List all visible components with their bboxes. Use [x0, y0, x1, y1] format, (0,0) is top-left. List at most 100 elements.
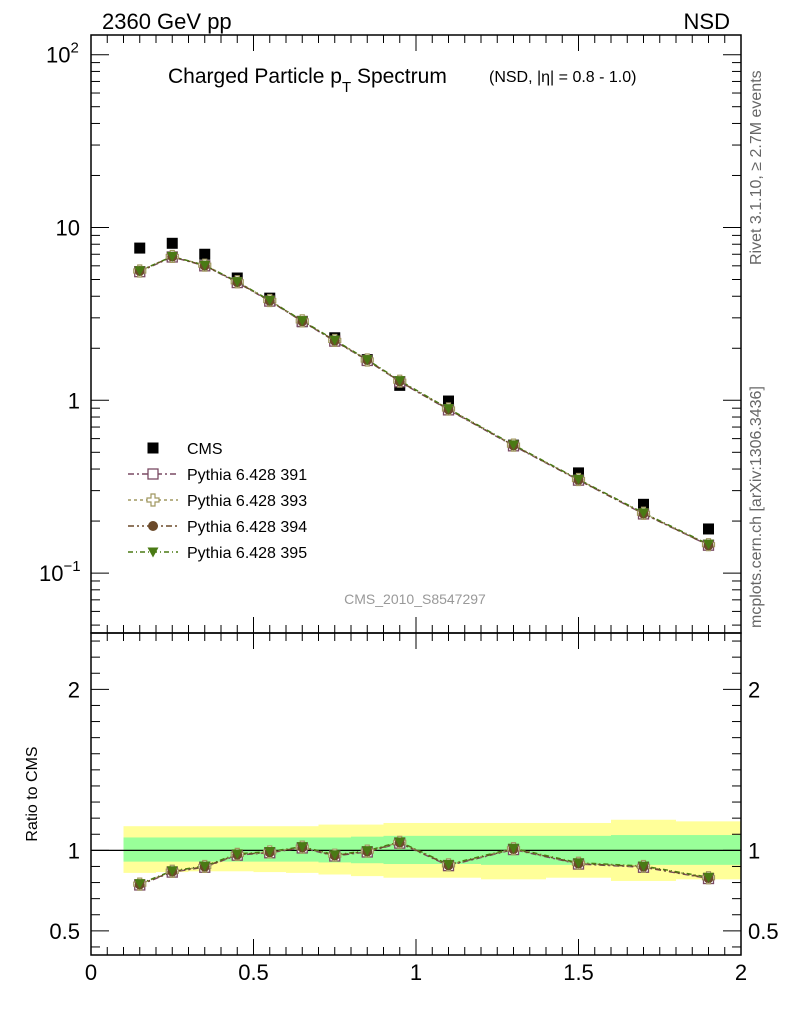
legend-marker-mark	[148, 521, 158, 531]
ratio-point	[329, 850, 341, 861]
chart-title-main: Charged Particle p	[168, 65, 342, 88]
ratio-x-tick-label: 0	[85, 960, 97, 985]
ratio-point	[703, 872, 714, 883]
pythia-point	[166, 251, 178, 262]
pythia-point	[638, 508, 649, 519]
header-left-label: 2360 GeV pp	[102, 9, 232, 34]
mcplots-label: mcplots.cern.ch [arXiv:1306.3436]	[748, 386, 765, 628]
ratio-panel-frame	[90, 632, 742, 956]
cms-data-point	[703, 523, 714, 535]
cms-data-point	[573, 467, 584, 479]
legend-marker-mark	[146, 493, 160, 507]
ratio-point-mark	[508, 843, 519, 854]
legend-label: Pythia 6.428 391	[187, 467, 307, 484]
ratio-x-tick-label: 1.5	[563, 960, 594, 985]
pythia-point	[231, 277, 243, 288]
pythia-point	[264, 295, 276, 306]
legend-marker	[148, 521, 158, 531]
cms-data-point-mark	[638, 498, 649, 510]
pythia-point-mark	[329, 335, 341, 346]
main-panel-frame	[90, 34, 742, 634]
pythia-point-mark	[703, 539, 714, 550]
pythia-point	[199, 260, 211, 271]
legend-label: Pythia 6.428 394	[187, 519, 307, 536]
main-series-layer	[133, 237, 716, 552]
analysis-id-label: CMS_2010_S8547297	[344, 591, 486, 607]
legend-marker	[147, 442, 159, 454]
pythia-point	[361, 355, 373, 366]
legend-marker	[147, 547, 159, 558]
cms-data-point-mark	[443, 395, 454, 407]
pythia-point	[329, 335, 341, 346]
pythia-point	[296, 316, 308, 327]
ratio-point	[231, 849, 243, 860]
ratio-y-tick-label: 1	[68, 838, 80, 863]
ratio-point-mark	[264, 846, 276, 857]
main-y-tick-label: 10−1	[39, 558, 81, 586]
pythia-point-mark	[296, 316, 308, 327]
ratio-band-green	[123, 837, 156, 862]
ratio-y-axis-label: Ratio to CMS	[24, 746, 41, 841]
ratio-y-tick-label: 0.5	[49, 919, 80, 944]
ratio-band-green	[156, 837, 189, 862]
main-y-tick-label-base: 10	[56, 215, 80, 240]
legend-marker-mark	[147, 442, 159, 454]
cms-data-point	[134, 242, 146, 254]
pythia-point-mark	[231, 277, 243, 288]
chart-title-subscript: T	[342, 79, 351, 96]
ratio-x-tick-label: 0.5	[238, 960, 269, 985]
pythia-point-mark	[508, 440, 519, 451]
pythia-point	[703, 539, 714, 550]
main-y-tick-label: 102	[46, 40, 79, 68]
ratio-point	[199, 861, 211, 872]
pythia-point-mark	[394, 376, 406, 387]
ratio-point	[264, 846, 276, 857]
ratio-y-tick-label-right: 0.5	[748, 919, 779, 944]
cms-data-point	[443, 395, 454, 407]
pythia-point-mark	[638, 508, 649, 519]
cms-data-point	[166, 237, 178, 249]
cms-data-point-mark	[199, 248, 211, 260]
chart-title: Charged Particle pT Spectrum	[168, 65, 447, 96]
ratio-y-tick-labels: 0.5 0.5 1 1 2 2	[49, 677, 778, 944]
pythia-point-mark	[361, 355, 373, 366]
pythia-point-mark	[264, 295, 276, 306]
rivet-version-label: Rivet 3.1.10, ≥ 2.7M events	[748, 70, 765, 265]
legend: CMS Pythia 6.428 391 Pythia 6.428 393 Pythi…	[128, 441, 307, 562]
main-series-line	[139, 255, 709, 546]
ratio-point-mark	[296, 842, 308, 853]
ratio-series-layer	[133, 835, 716, 891]
pythia-point	[134, 266, 146, 277]
legend-label: Pythia 6.428 395	[187, 545, 307, 562]
ratio-point-mark	[703, 872, 714, 883]
ratio-point	[508, 843, 519, 854]
main-axis-ticks	[90, 35, 742, 633]
main-series-line	[139, 255, 709, 546]
chart-title-main2: Spectrum	[351, 65, 447, 88]
main-y-tick-label: 10	[56, 215, 80, 240]
pythia-point	[443, 404, 454, 415]
ratio-x-tick-label: 1	[410, 960, 422, 985]
legend-marker	[146, 493, 160, 507]
legend-label: Pythia 6.428 393	[187, 493, 307, 510]
ratio-point	[296, 842, 308, 853]
pythia-point-mark	[166, 251, 178, 262]
ratio-axis-ticks	[90, 633, 742, 955]
cms-data-point	[199, 248, 211, 260]
main-y-tick-label-base: 10	[46, 43, 70, 68]
legend-label: CMS	[187, 441, 223, 458]
ratio-point-mark	[166, 866, 178, 877]
ratio-point-mark	[638, 861, 649, 872]
pythia-point-mark	[134, 266, 146, 277]
pythia-point-mark	[199, 260, 211, 271]
ratio-point-mark	[199, 861, 211, 872]
pythia-point	[394, 376, 406, 387]
ratio-point	[166, 866, 178, 877]
ratio-point-mark	[329, 850, 341, 861]
ratio-point-mark	[231, 849, 243, 860]
main-y-tick-label-base: 1	[68, 388, 80, 413]
main-y-tick-label-exp: 2	[70, 40, 78, 57]
